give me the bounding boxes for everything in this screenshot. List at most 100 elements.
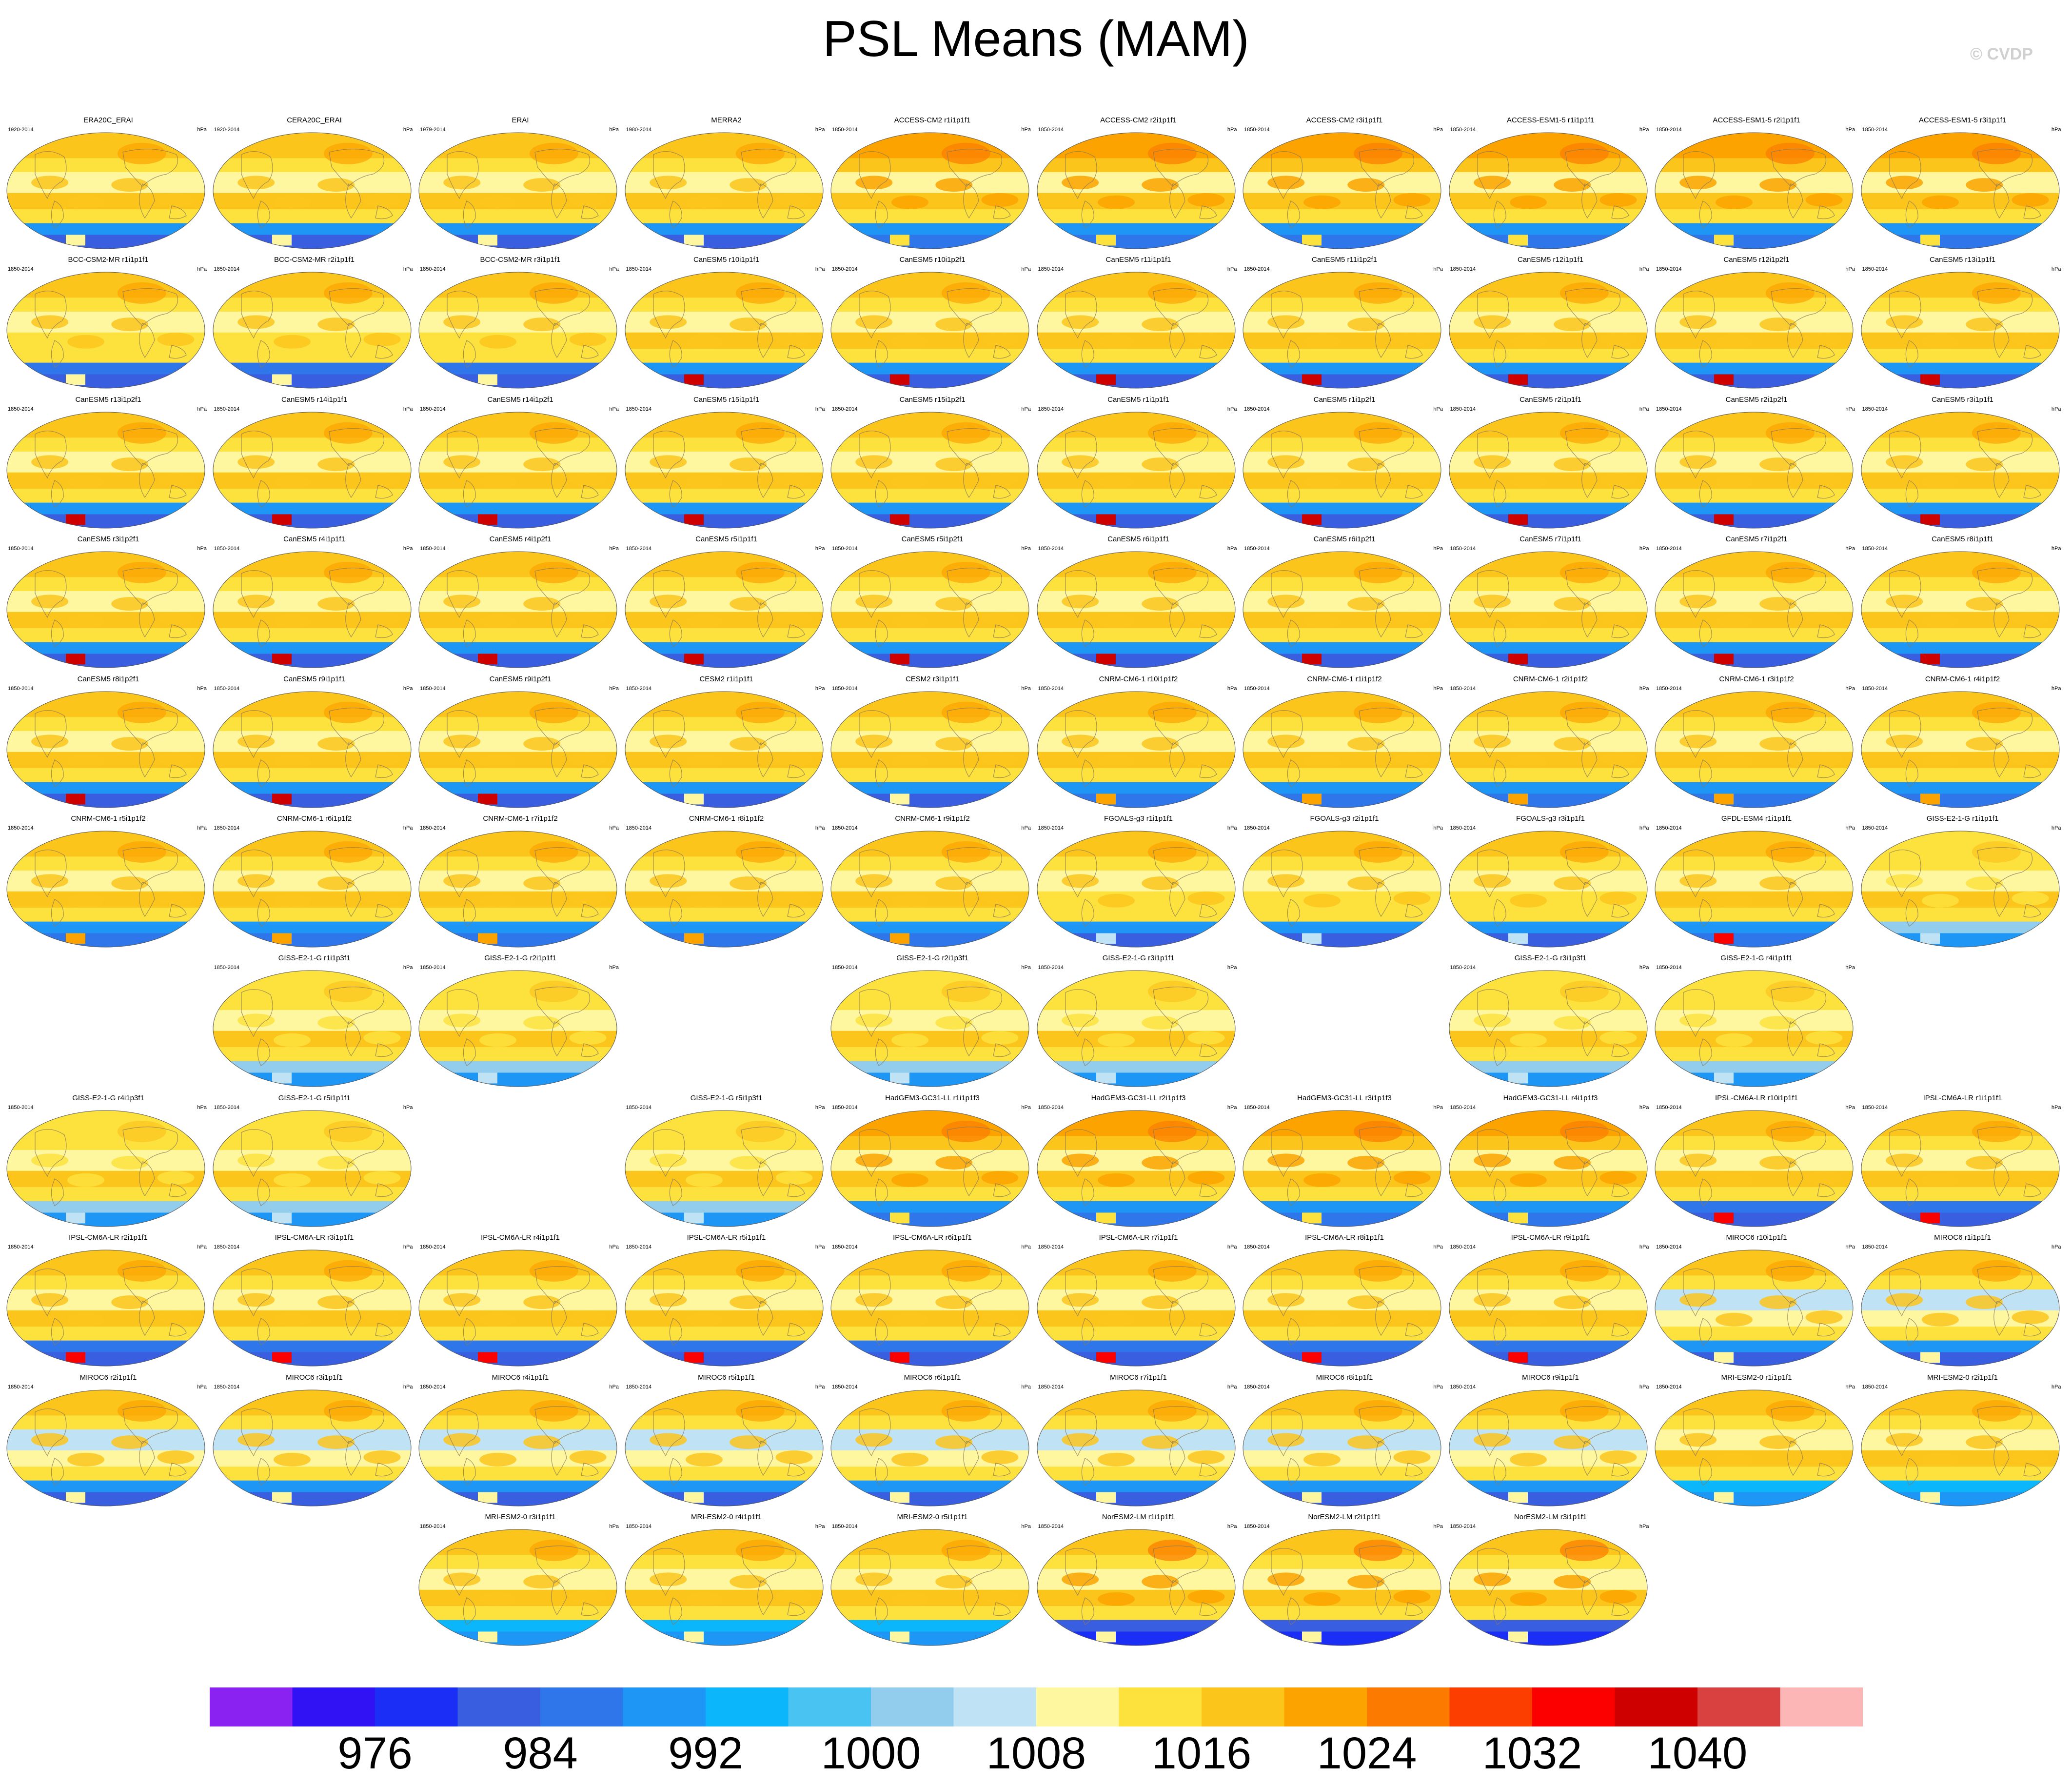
nh-subtropic-band: [1655, 716, 1853, 732]
sh-mid-band: [419, 768, 617, 783]
coastline: [1375, 323, 1391, 358]
asian-high: [1353, 1260, 1402, 1282]
panel-years: 1850-2014: [1244, 406, 1270, 412]
panel-title: CanESM5 r12i1p1f1: [1517, 256, 1584, 264]
asian-high: [1147, 1260, 1197, 1282]
nh-high-band: [625, 1529, 823, 1556]
antarctic-spot: [1714, 654, 1734, 665]
map-svg: [625, 691, 823, 808]
nh-subtropic-band: [625, 298, 823, 313]
coastline: [51, 340, 64, 368]
sh-mid-band: [213, 488, 411, 503]
coastline: [1683, 849, 1715, 898]
southern-ocean-band: [213, 782, 411, 794]
map-svg: [418, 970, 617, 1087]
antarctic-band: [1243, 933, 1441, 947]
map-panel: IPSL-CM6A-LR r2i1p1f1 1850-2014 hPa: [6, 1233, 211, 1372]
nh-subtropic-band: [625, 1275, 823, 1290]
sh-mid-band: [1655, 628, 1853, 643]
asian-high: [941, 562, 990, 584]
panel-years: 1850-2014: [8, 406, 34, 412]
pressure-cell: [1347, 597, 1385, 611]
southern-ocean-band: [419, 921, 617, 934]
antarctic-band: [1861, 514, 2059, 528]
coastline: [787, 764, 805, 778]
panel-years: 1850-2014: [1244, 685, 1270, 692]
coastline: [859, 151, 891, 199]
coastline: [257, 1038, 270, 1067]
nh-subtropic-band: [1243, 716, 1441, 732]
panel-units: hPa: [2051, 825, 2061, 831]
coastline: [1081, 200, 1094, 228]
pressure-cell: [1965, 1155, 2003, 1170]
pressure-cell: [1553, 1155, 1591, 1170]
map-outline: [1037, 691, 1235, 808]
antarctic-spot: [1714, 1352, 1734, 1363]
southern-ocean-band: [1655, 921, 1853, 934]
coastline: [1493, 1318, 1506, 1346]
coastline: [328, 288, 384, 327]
coastline: [993, 904, 1011, 918]
map-panel: FGOALS-g3 r2i1p1f1 1850-2014 hPa: [1242, 814, 1447, 953]
pressure-cell: [935, 1575, 973, 1589]
panel-units: hPa: [1227, 825, 1237, 831]
coastline: [1581, 742, 1598, 777]
asian-high: [1353, 422, 1402, 444]
map-panel: CanESM5 r5i1p1f1 1850-2014 hPa: [624, 535, 829, 674]
antarctic-band: [1449, 933, 1647, 947]
southern-ocean-band: [213, 363, 411, 375]
panel-units: hPa: [403, 546, 413, 552]
panel-years: 1850-2014: [1038, 1104, 1064, 1111]
antarctic-band: [1243, 1631, 1441, 1646]
map-svg: [418, 412, 617, 529]
panel-title: HadGEM3-GC31-LL r4i1p1f3: [1503, 1093, 1598, 1102]
antarctic-spot: [1096, 514, 1116, 525]
southern-ocean-band: [1655, 223, 1853, 236]
panel-units: hPa: [1227, 406, 1237, 412]
nh-subtropic-band: [1037, 1275, 1235, 1290]
nh-subtropic-band: [419, 716, 617, 732]
panel-title: BCC-CSM2-MR r2i1p1f1: [274, 256, 355, 264]
coastline: [963, 1580, 979, 1616]
panel-units: hPa: [1227, 1244, 1237, 1250]
map-outline: [1861, 831, 2059, 948]
map-panel: CanESM5 r12i1p1f1 1850-2014 hPa: [1448, 256, 1653, 395]
antarctic-spot: [66, 793, 85, 805]
coastline: [1993, 1301, 2010, 1336]
coastline: [51, 200, 64, 228]
pressure-cell: [1553, 317, 1591, 332]
nh-high-band: [7, 691, 205, 717]
asian-high: [323, 142, 373, 164]
antarctic-spot: [1920, 374, 1940, 385]
map-outline: [1861, 1250, 2059, 1367]
coastline: [875, 619, 888, 647]
pressure-cell: [1553, 1435, 1591, 1449]
coastline: [551, 1021, 567, 1057]
sh-mid-band: [831, 1047, 1029, 1062]
pressure-cell: [157, 333, 195, 347]
pressure-cell: [1393, 892, 1431, 906]
coastline: [240, 710, 273, 758]
panel-units: hPa: [815, 685, 825, 692]
panel-units: hPa: [609, 266, 619, 273]
coastline: [1375, 183, 1391, 219]
antarctic-spot: [1508, 654, 1528, 665]
panel-units: hPa: [1227, 546, 1237, 552]
sh-mid-band: [831, 488, 1029, 503]
nh-high-band: [1861, 272, 2059, 298]
coastline: [1787, 463, 1803, 498]
coastline: [1771, 148, 1827, 187]
coastline: [787, 1462, 805, 1476]
coastline: [1065, 710, 1097, 758]
nh-high-band: [419, 1250, 617, 1276]
panel-years: 1850-2014: [1656, 965, 1682, 971]
pressure-cell: [479, 614, 516, 628]
map-panel: GISS-E2-1-G r2i1p1f1 1850-2014 hPa: [418, 954, 623, 1093]
panel-years: 1850-2014: [1244, 127, 1270, 133]
coastline: [51, 759, 64, 787]
panel-years: 1850-2014: [832, 685, 858, 692]
asian-high: [529, 981, 578, 1003]
asian-high: [1972, 1120, 2021, 1142]
coastline: [1287, 1597, 1300, 1625]
map-outline: [213, 1250, 411, 1367]
